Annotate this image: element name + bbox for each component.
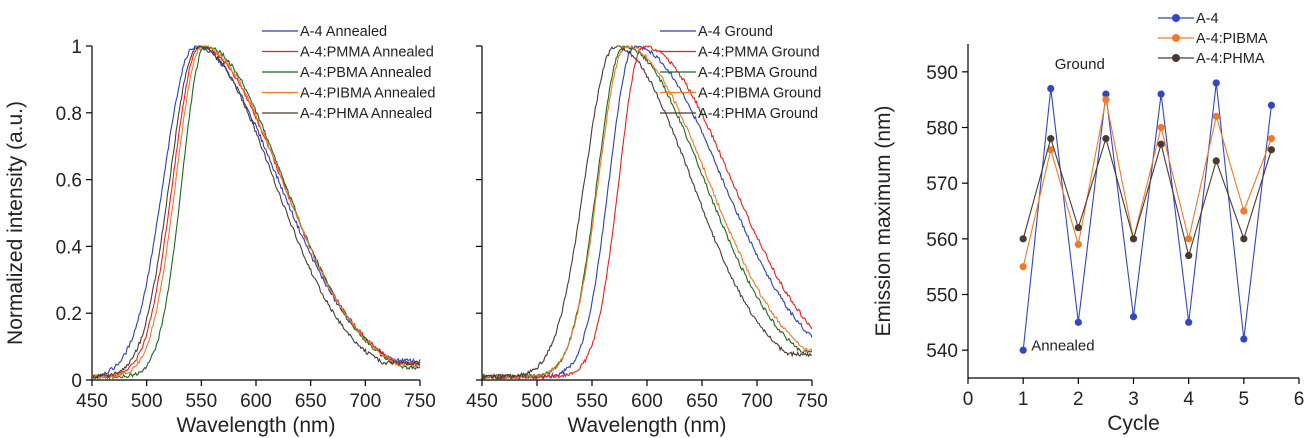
data-point: [1019, 263, 1027, 271]
data-point: [1185, 235, 1193, 243]
x-tick-label: 750: [796, 391, 828, 412]
series-line: [1022, 136, 1272, 258]
data-point: [1240, 235, 1248, 243]
data-point: [1212, 112, 1220, 120]
data-point: [1157, 123, 1165, 132]
data-point: [1047, 84, 1055, 93]
data-point: [1157, 140, 1165, 148]
legend-label: A-4:PIBMA Ground: [698, 86, 821, 102]
y-tick-label: 550: [926, 286, 958, 307]
annotation-ground: Ground: [1055, 56, 1105, 73]
legend-marker: [1172, 34, 1180, 42]
series-line: [91, 45, 421, 380]
data-point: [1185, 251, 1193, 260]
x-tick-label: 450: [76, 391, 108, 412]
data-point: [1212, 157, 1220, 165]
y-tick-label: 0.4: [56, 237, 83, 258]
series-line: [91, 45, 421, 378]
data-point: [1157, 90, 1165, 98]
x-tick-label: 550: [576, 391, 608, 412]
x-tick-label: 5: [1239, 389, 1250, 410]
series-line: [91, 45, 421, 379]
legend-label: A-4:PBMA Annealed: [300, 65, 431, 81]
legend-label: A-4: [1196, 11, 1219, 27]
x-tick-label: 600: [631, 391, 663, 412]
data-point: [1074, 318, 1082, 326]
data-point: [1240, 207, 1248, 215]
chart-normalized-intensity-ground: 450 500 550 600 650 700 750 Wavelength (nm) A-4 …: [466, 24, 828, 437]
legend-marker: [1172, 14, 1180, 22]
y-tick-label: 1: [71, 37, 82, 58]
legend-label: A-4:PHMA: [1196, 51, 1265, 67]
x-tick-label: 1: [1018, 389, 1029, 410]
x-tick-label: 2: [1073, 389, 1084, 410]
legend-label: A-4:PHMA Ground: [698, 106, 818, 122]
y-tick-label: 540: [926, 341, 958, 362]
x-tick-label: 600: [240, 391, 272, 412]
data-point: [1047, 146, 1055, 154]
x-tick-label: 700: [741, 391, 773, 412]
legend-label: A-4:PIBMA Annealed: [300, 86, 435, 102]
data-point: [1102, 135, 1110, 143]
y-tick-label: 0.6: [56, 171, 82, 192]
data-point: [1102, 96, 1110, 104]
x-axis-label: Wavelength (nm): [567, 414, 726, 437]
data-point: [1019, 346, 1027, 354]
legend-marker: [1172, 54, 1180, 62]
legend-label: A-4 Ground: [698, 24, 773, 40]
data-point: [1074, 240, 1082, 248]
y-axis-label: Emission maximum (nm): [872, 105, 895, 336]
chart-emission-maximum-cycle: 0 1 2 3 4 5 6 540 550 560 570 580 590 Cycle Emission m…: [872, 11, 1304, 435]
y-tick-label: 0: [71, 371, 82, 392]
legend-label: A-4:PBMA Ground: [698, 65, 817, 81]
series-line: [91, 45, 421, 380]
data-point: [1129, 313, 1138, 321]
y-tick-label: 0.2: [56, 304, 82, 325]
series-line: [481, 44, 813, 380]
data-point: [1267, 101, 1276, 109]
legend-label: A-4:PMMA Ground: [698, 45, 820, 61]
data-point: [1267, 146, 1276, 154]
x-axis-label: Cycle: [1107, 412, 1160, 435]
data-point: [1240, 335, 1248, 343]
x-tick-label: 750: [404, 391, 436, 412]
legend-label: A-4 Annealed: [300, 24, 387, 40]
legend-label: A-4:PIBMA: [1196, 31, 1268, 47]
data-point: [1185, 318, 1193, 326]
x-tick-label: 6: [1294, 389, 1305, 410]
y-tick-label: 590: [926, 63, 958, 84]
data-point: [1267, 135, 1276, 143]
x-axis-label: Wavelength (nm): [176, 414, 335, 437]
data-point: [1047, 135, 1055, 143]
y-tick-label: 570: [926, 174, 958, 195]
y-tick-label: 0.8: [56, 104, 82, 125]
x-tick-label: 650: [686, 391, 718, 412]
data-point: [1102, 90, 1110, 98]
legend-label: A-4:PHMA Annealed: [300, 106, 432, 122]
x-tick-label: 450: [466, 391, 498, 412]
x-tick-label: 500: [131, 391, 163, 412]
data-point: [1212, 79, 1220, 87]
series-line: [481, 45, 813, 380]
series-line: [1022, 99, 1272, 267]
y-tick-label: 560: [926, 230, 958, 251]
data-point: [1129, 235, 1138, 243]
x-tick-label: 4: [1183, 389, 1194, 410]
chart-normalized-intensity-annealed: 450 500 550 600 650 700 750 0 0.2 0.4 0.6 0.8 1 Wavel…: [4, 24, 436, 437]
legend-label: A-4:PMMA Annealed: [300, 45, 434, 61]
x-tick-label: 700: [349, 391, 381, 412]
data-point: [1074, 224, 1082, 232]
series-line: [1022, 82, 1272, 351]
x-tick-label: 0: [963, 389, 974, 410]
y-tick-label: 580: [926, 119, 958, 140]
series-line: [481, 45, 813, 380]
x-tick-label: 650: [295, 391, 327, 412]
data-point: [1019, 235, 1027, 243]
annotation-annealed: Annealed: [1031, 338, 1094, 355]
x-tick-label: 500: [521, 391, 553, 412]
y-axis-label: Normalized intensity (a.u.): [4, 101, 27, 345]
x-tick-label: 3: [1128, 389, 1139, 410]
x-tick-label: 550: [185, 391, 217, 412]
